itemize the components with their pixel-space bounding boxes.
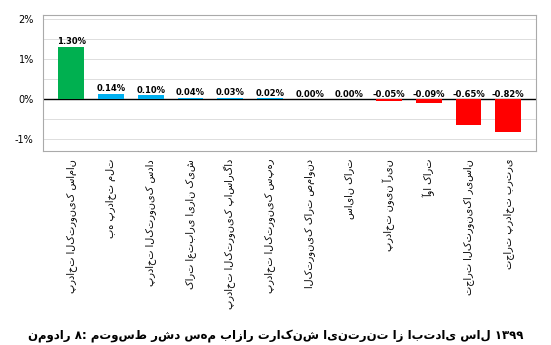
Bar — [177, 98, 203, 99]
Bar — [98, 93, 124, 99]
Text: 0.04%: 0.04% — [176, 88, 205, 97]
Bar — [416, 99, 442, 103]
Text: نمودار ۸: متوسط رشد سهم بازار تراکنش اینترنت از ابتدای سال ۱۳۹۹: نمودار ۸: متوسط رشد سهم بازار تراکنش این… — [28, 328, 523, 342]
Bar — [456, 99, 482, 125]
Text: 0.10%: 0.10% — [136, 86, 165, 95]
Bar — [495, 99, 521, 132]
Text: 1.30%: 1.30% — [57, 38, 86, 47]
Text: -0.65%: -0.65% — [452, 90, 485, 99]
Text: 0.03%: 0.03% — [216, 88, 245, 97]
Text: -0.05%: -0.05% — [372, 90, 406, 99]
Text: 0.00%: 0.00% — [335, 90, 364, 99]
Text: 0.02%: 0.02% — [255, 89, 284, 98]
Text: -0.09%: -0.09% — [413, 90, 445, 99]
Bar — [376, 99, 402, 101]
Bar — [217, 98, 243, 99]
Text: 0.14%: 0.14% — [96, 84, 126, 93]
Bar — [138, 95, 164, 99]
Bar — [257, 98, 283, 99]
Text: -0.82%: -0.82% — [492, 90, 525, 99]
Bar — [58, 47, 84, 99]
Text: 0.00%: 0.00% — [295, 90, 324, 99]
